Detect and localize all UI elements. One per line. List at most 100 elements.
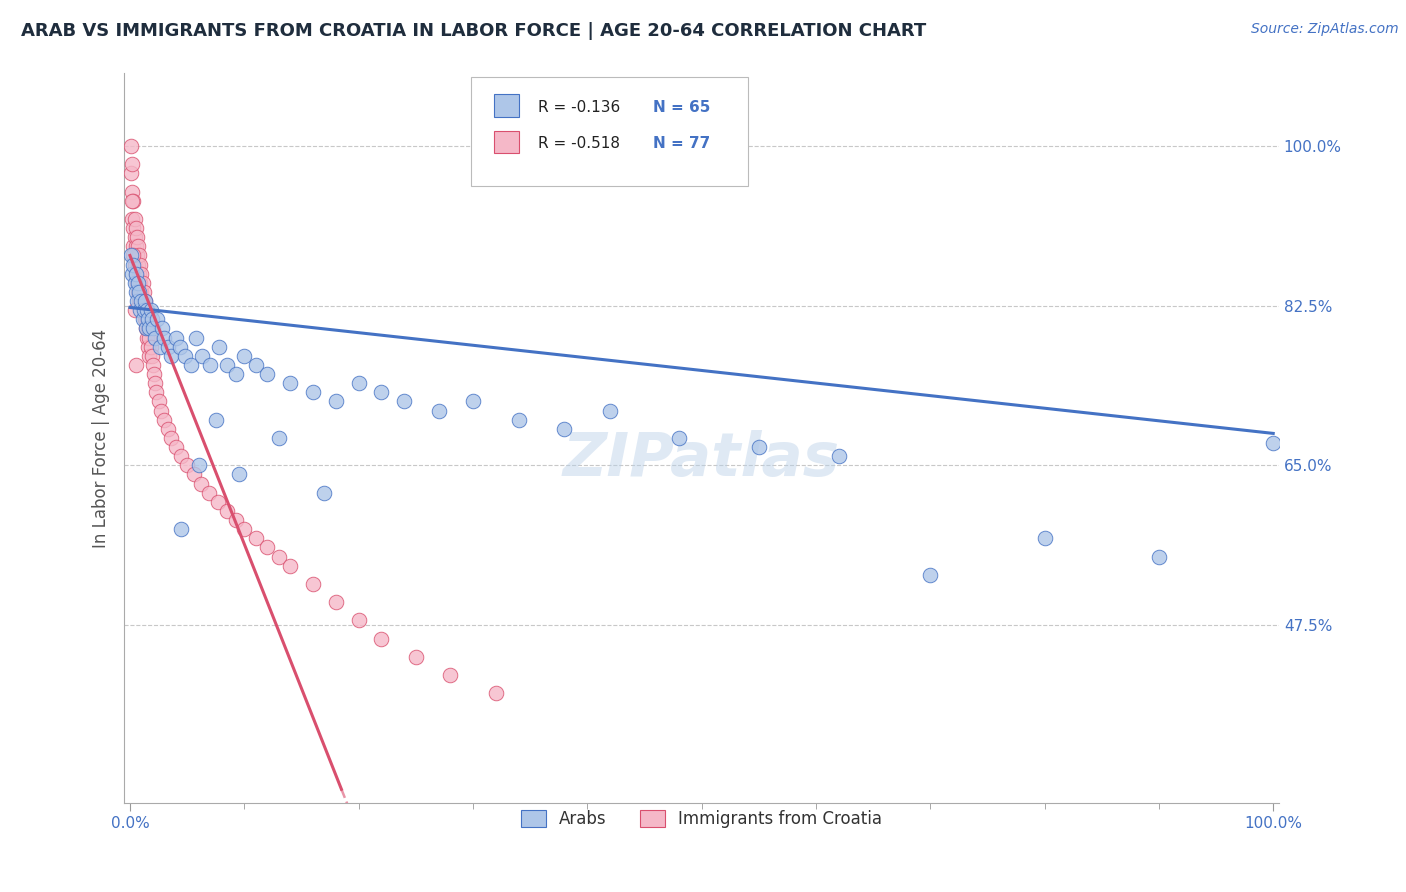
Point [156,340,179,354]
Point [485,686,508,700]
Point [138,349,160,363]
Point [135,321,157,335]
Point [131,312,153,326]
Point [394,394,416,409]
Point [461,394,484,409]
Point [173,349,195,363]
Point [256,367,278,381]
Point [186,330,208,344]
Point [225,367,247,381]
Point [190,476,212,491]
Point [207,495,229,509]
Point [141,312,163,326]
Point [146,312,169,326]
Point [217,358,239,372]
Point [124,267,146,281]
Point [127,239,149,253]
Point [143,376,166,391]
Point [122,194,145,208]
Point [136,330,159,344]
Point [156,422,179,436]
Text: ARAB VS IMMIGRANTS FROM CROATIA IN LABOR FORCE | AGE 20-64 CORRELATION CHART: ARAB VS IMMIGRANTS FROM CROATIA IN LABOR… [21,22,927,40]
Point [169,340,191,354]
Point [122,248,145,262]
Point [124,239,146,253]
Point [165,440,187,454]
Point [217,504,239,518]
FancyBboxPatch shape [471,77,748,186]
Point [198,358,221,372]
Point [138,321,160,335]
Point [128,285,150,299]
Point [314,485,336,500]
Point [125,294,148,309]
Point [127,276,149,290]
Point [208,340,231,354]
Point [127,285,149,299]
Point [121,185,143,199]
Point [122,239,145,253]
Point [920,567,942,582]
Point [139,303,162,318]
Point [132,303,155,318]
Point [165,330,187,344]
Point [120,166,142,180]
Point [136,303,159,318]
Point [439,668,461,682]
Point [131,276,153,290]
Y-axis label: In Labor Force | Age 20-64: In Labor Force | Age 20-64 [93,328,110,548]
Point [1263,435,1285,450]
Text: ZIPatlas: ZIPatlas [562,430,841,490]
Text: N = 77: N = 77 [652,136,710,152]
Text: R = -0.136: R = -0.136 [537,100,620,115]
Point [124,258,146,272]
Point [142,358,165,372]
Point [153,330,176,344]
Point [508,413,530,427]
Point [136,312,159,326]
Point [347,614,370,628]
Point [129,303,152,318]
Point [748,440,770,454]
Point [128,294,150,309]
Point [1147,549,1170,564]
Point [191,349,214,363]
Point [245,532,267,546]
Point [228,467,250,482]
Point [668,431,690,445]
Text: R = -0.518: R = -0.518 [537,136,620,152]
Point [120,248,142,262]
Point [245,358,267,372]
Point [124,221,146,235]
Point [124,303,146,318]
Point [131,294,153,309]
Point [148,394,170,409]
Point [121,157,143,171]
Point [145,385,167,400]
Point [1033,532,1056,546]
Point [132,303,155,318]
Point [233,349,256,363]
Point [142,321,165,335]
Point [204,413,226,427]
Point [120,139,142,153]
Point [347,376,370,391]
Point [233,522,256,536]
Point [131,267,153,281]
Point [131,294,153,309]
Point [128,248,150,262]
Point [121,194,143,208]
Point [128,267,150,281]
Point [180,358,202,372]
Point [370,632,392,646]
Point [134,294,156,309]
Point [136,340,159,354]
Point [138,330,160,344]
Point [124,267,146,281]
Point [127,258,149,272]
Point [125,276,148,290]
Point [134,294,156,309]
Point [149,340,172,354]
Point [370,385,392,400]
Point [278,558,301,573]
